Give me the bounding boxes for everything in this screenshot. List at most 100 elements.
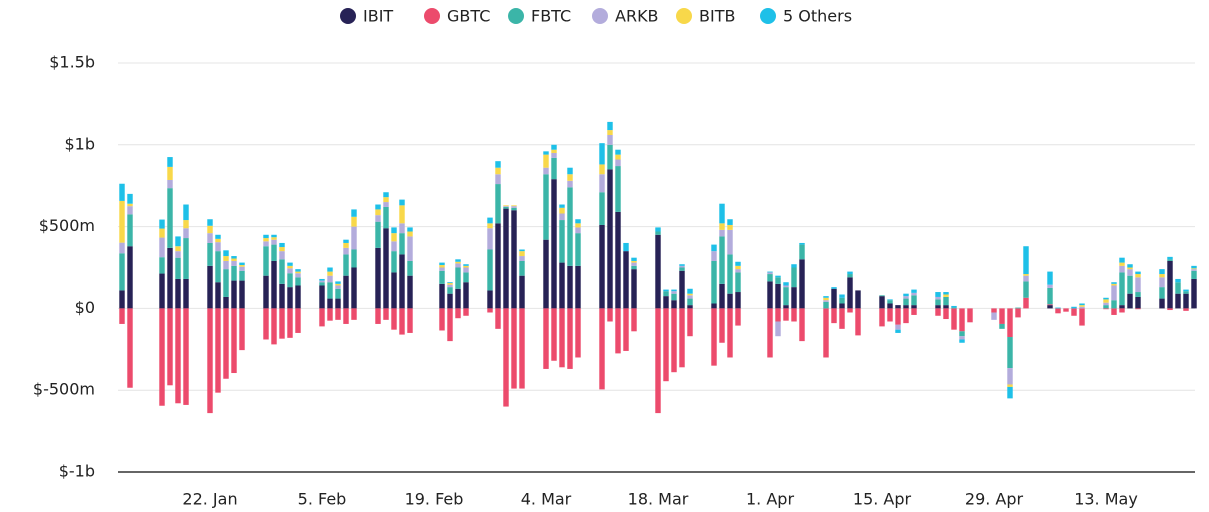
bar-segment xyxy=(1119,272,1125,306)
bar-segment xyxy=(487,290,493,309)
bar-segment xyxy=(327,282,333,299)
bar-segment xyxy=(727,254,733,294)
bar-segment xyxy=(439,265,445,268)
bar-segment xyxy=(631,257,637,261)
bar-segment xyxy=(719,203,725,224)
bar-segment xyxy=(559,262,565,309)
bar-segment xyxy=(1159,269,1165,275)
bar-segment xyxy=(287,265,293,269)
bar-segment xyxy=(519,256,525,261)
bar-segment xyxy=(895,324,901,330)
bar-segment xyxy=(615,154,621,160)
bar-segment xyxy=(207,233,213,243)
bar-segment xyxy=(455,261,461,264)
bar-segment xyxy=(127,246,133,309)
bar-segment xyxy=(615,166,621,212)
bar-segment xyxy=(559,220,565,263)
bar-segment xyxy=(119,253,125,291)
bar-segment xyxy=(783,305,789,309)
bar-segment xyxy=(623,242,629,252)
bar-segment xyxy=(1119,257,1125,263)
bar-segment xyxy=(439,262,445,266)
bar-segment xyxy=(511,210,517,309)
bar-segment xyxy=(319,278,325,281)
bar-segment xyxy=(1127,269,1133,276)
bar-segment xyxy=(1063,308,1069,312)
bar-segment xyxy=(1047,304,1053,306)
bar-segment xyxy=(551,144,557,150)
bar-segment xyxy=(391,227,397,234)
bar-segment xyxy=(727,224,733,230)
bar-segment xyxy=(1023,281,1029,298)
bar-segment xyxy=(519,260,525,276)
bar-segment xyxy=(599,164,605,175)
bar-segment xyxy=(231,256,237,259)
bar-segment xyxy=(263,275,269,309)
bar-segment xyxy=(1135,271,1141,275)
bar-segment xyxy=(687,293,693,296)
bar-segment xyxy=(551,179,557,309)
bar-segment xyxy=(399,223,405,234)
bar-segment xyxy=(631,260,637,263)
bar-segment xyxy=(263,246,269,276)
bar-segment xyxy=(599,143,605,165)
bar-segment xyxy=(551,157,557,180)
bar-segment xyxy=(895,329,901,333)
bar-segment xyxy=(687,298,693,306)
bar-segment xyxy=(319,285,325,309)
bar-segment xyxy=(327,271,333,276)
bar-segment xyxy=(1015,308,1021,318)
bar-segment xyxy=(543,151,549,155)
bar-segment xyxy=(487,223,493,229)
bar-segment xyxy=(343,242,349,248)
bar-segment xyxy=(655,234,661,309)
bar-segment xyxy=(1007,368,1013,385)
bar-segment xyxy=(463,272,469,283)
bar-segment xyxy=(207,219,213,226)
bar-segment xyxy=(1135,292,1141,297)
bar-segment xyxy=(735,261,741,266)
legend-swatch xyxy=(340,8,356,24)
legend-label: FBTC xyxy=(531,7,571,26)
bar-segment xyxy=(935,299,941,306)
bar-segment xyxy=(375,247,381,309)
bar-segment xyxy=(615,159,621,167)
bar-segment xyxy=(127,308,133,388)
bar-segment xyxy=(263,241,269,247)
bar-segment xyxy=(335,281,341,284)
bar-segment xyxy=(463,265,469,268)
bar-segment xyxy=(1015,307,1021,309)
bar-segment xyxy=(911,295,917,306)
bar-segment xyxy=(735,269,741,273)
bar-segment xyxy=(183,228,189,239)
bar-segment xyxy=(407,231,413,237)
bar-segment xyxy=(239,262,245,266)
bar-segment xyxy=(895,305,901,309)
bar-segment xyxy=(1103,305,1109,309)
bar-segment xyxy=(831,288,837,309)
bar-segment xyxy=(959,339,965,343)
bar-segment xyxy=(383,206,389,229)
bar-segment xyxy=(1103,299,1109,303)
bar-segment xyxy=(175,278,181,309)
bar-segment xyxy=(391,233,397,242)
legend-label: BITB xyxy=(699,7,735,26)
bar-segment xyxy=(279,247,285,252)
bar-segment xyxy=(231,280,237,309)
x-tick-label: 18. Mar xyxy=(628,490,689,509)
bar-segment xyxy=(439,308,445,331)
bar-segment xyxy=(671,289,677,292)
bar-segment xyxy=(935,296,941,300)
bar-segment xyxy=(519,251,525,257)
bar-segment xyxy=(775,308,781,322)
bar-segment xyxy=(455,263,461,268)
bar-segment xyxy=(271,308,277,345)
bar-segment xyxy=(239,266,245,271)
bar-segment xyxy=(551,152,557,158)
bar-segment xyxy=(119,200,125,243)
bar-segment xyxy=(287,262,293,266)
bar-segment xyxy=(575,308,581,358)
bar-segment xyxy=(239,308,245,351)
bar-segment xyxy=(711,308,717,366)
